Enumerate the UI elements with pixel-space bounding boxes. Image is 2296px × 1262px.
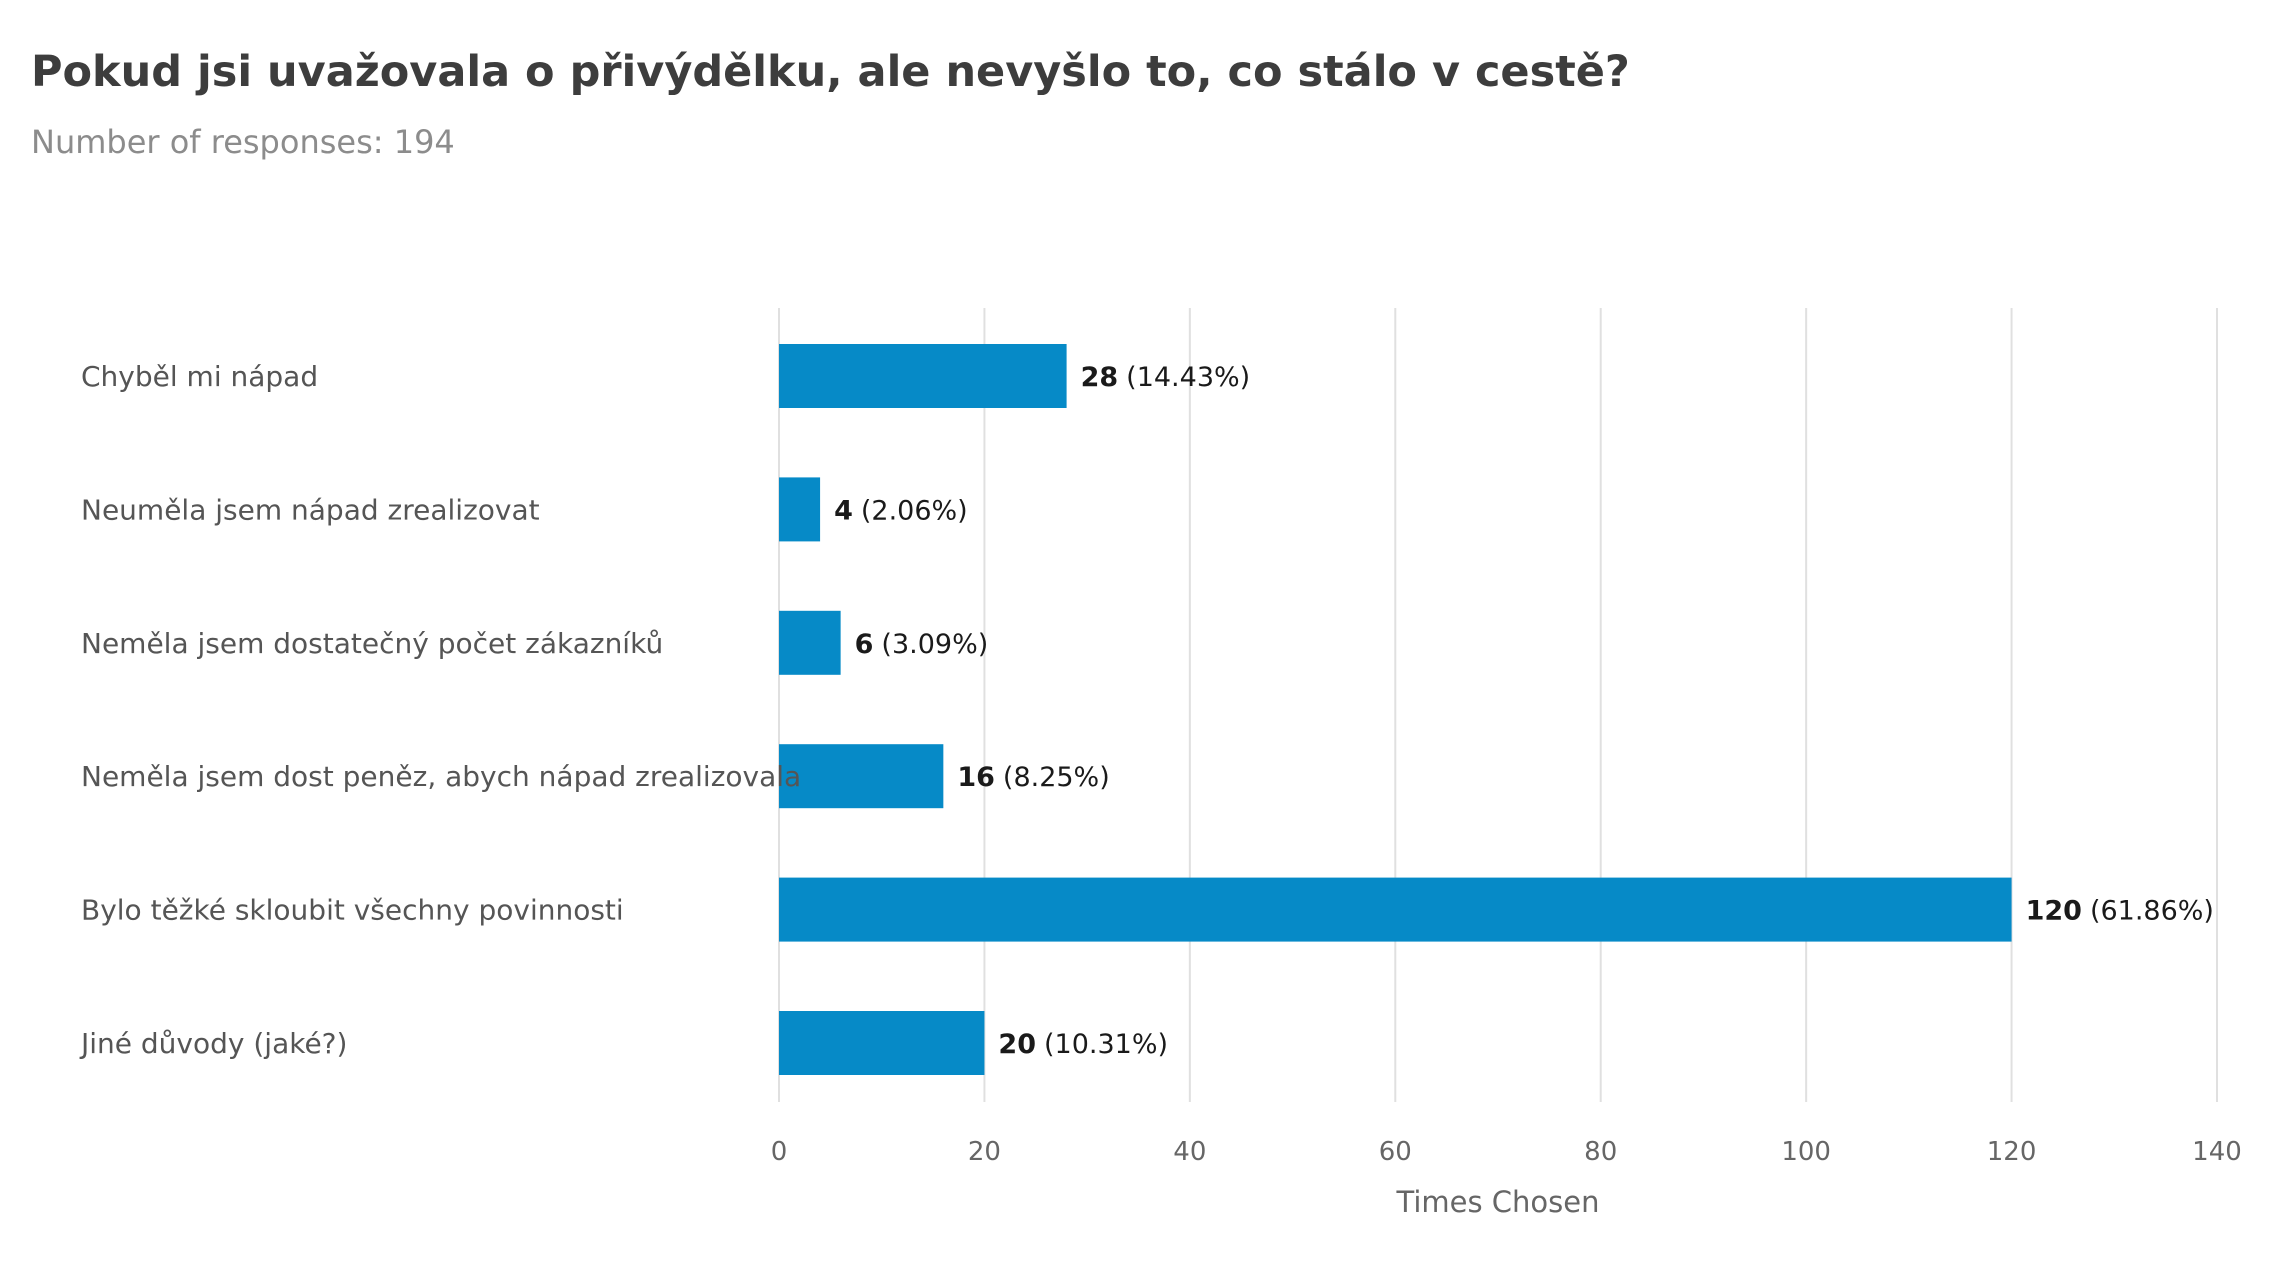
x-tick-label: 20	[968, 1137, 1001, 1167]
value-count: 4	[834, 495, 853, 526]
bars	[779, 344, 2012, 1075]
value-label: 4 (2.06%)	[834, 495, 968, 526]
value-label: 6 (3.09%)	[855, 629, 989, 660]
category-labels: Chyběl mi nápad Neuměla jsem nápad zreali…	[79, 360, 801, 1060]
category-label: Neuměla jsem nápad zrealizovat	[81, 493, 540, 526]
value-count: 120	[2026, 896, 2082, 927]
chart-header: Pokud jsi uvažovala o přivýdělku, ale ne…	[31, 40, 2256, 164]
bar	[779, 344, 1067, 408]
value-percentage: (3.09%)	[881, 629, 988, 660]
grid-lines	[778, 308, 2218, 1102]
category-label: Bylo těžké skloubit všechny povinnosti	[81, 894, 624, 927]
value-percentage: (8.25%)	[1003, 762, 1110, 793]
x-tick-label: 120	[1987, 1137, 2037, 1167]
value-count: 6	[855, 629, 874, 660]
bar	[779, 477, 821, 542]
value-percentage: (61.86%)	[2090, 896, 2214, 927]
category-label: Chyběl mi nápad	[81, 360, 318, 393]
value-count: 20	[998, 1029, 1036, 1060]
x-tick-label: 100	[1781, 1137, 1831, 1167]
x-axis-title: Times Chosen	[1396, 1185, 1600, 1219]
value-count: 16	[957, 762, 995, 793]
x-tick-label: 80	[1584, 1137, 1617, 1167]
x-axis-ticks: 0 20 40 60 80 100 120 140	[771, 1137, 2242, 1167]
bar	[779, 610, 841, 675]
value-label: 28 (14.43%)	[1081, 362, 1251, 393]
x-tick-label: 0	[771, 1137, 788, 1167]
chart-title: Pokud jsi uvažovala o přivýdělku, ale ne…	[31, 47, 1630, 97]
value-label: 20 (10.31%)	[998, 1029, 1168, 1060]
value-labels: 28 (14.43%) 4 (2.06%) 6 (3.09%) 16 (8.25%) 120 (6…	[834, 362, 2214, 1060]
bar	[779, 744, 944, 809]
bar	[779, 877, 2012, 942]
category-label: Neměla jsem dostatečný počet zákazníků	[81, 627, 663, 660]
response-count: Number of responses: 194	[31, 123, 455, 161]
value-label: 120 (61.86%)	[2026, 896, 2214, 927]
value-label: 16 (8.25%)	[957, 762, 1109, 793]
category-label: Neměla jsem dost peněz, abych nápad zrea…	[81, 760, 801, 793]
value-percentage: (10.31%)	[1044, 1029, 1168, 1060]
value-count: 28	[1081, 362, 1119, 393]
x-tick-label: 140	[2192, 1137, 2242, 1167]
value-percentage: (14.43%)	[1126, 362, 1250, 393]
bar	[779, 1011, 985, 1075]
x-tick-label: 60	[1379, 1137, 1412, 1167]
category-label: Jiné důvody (jaké?)	[79, 1027, 347, 1060]
x-tick-label: 40	[1173, 1137, 1206, 1167]
value-percentage: (2.06%)	[861, 495, 968, 526]
